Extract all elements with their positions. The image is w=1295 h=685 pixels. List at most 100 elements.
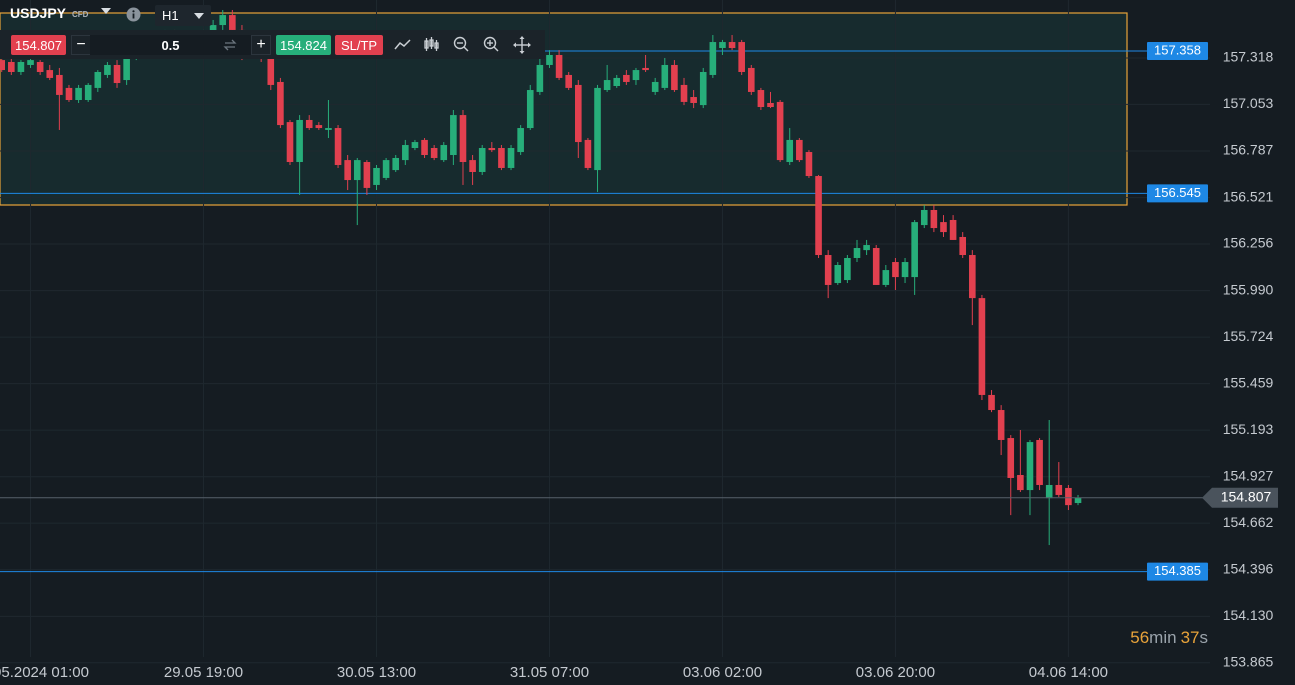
candle-body [113,64,121,84]
candle-body [690,97,697,103]
volume: 0.5 [161,37,180,53]
candle-body [344,160,351,181]
candle-body [392,157,400,171]
candle-body [546,54,553,65]
y-tick-label: 155.459 [1223,374,1274,390]
x-tick-label: 03.06 02:00 [683,664,762,681]
candle-body [969,255,976,299]
x-tick-label: 29.05.2024 01:00 [0,664,89,681]
y-tick-label: 154.927 [1223,467,1274,483]
candle-body [363,162,371,188]
volume-plus[interactable]: + [251,35,271,55]
sell-button[interactable]: 154.807 [11,35,66,55]
candle-body [584,139,592,168]
symbol-dropdown[interactable] [101,8,111,14]
candle-body [459,115,467,163]
line-chart-tool[interactable] [394,39,411,50]
candle-body [94,71,102,88]
zoom-in-tool[interactable] [483,36,499,52]
candle-body [997,410,1005,440]
candle-body [680,84,688,102]
candle-body [623,74,630,82]
candle-body [507,147,515,168]
candle-body [65,87,73,101]
candle-body [959,236,967,256]
last-price-tag [1202,487,1278,508]
candle-body [671,64,678,91]
sltp-button[interactable]: SL/TP [335,35,383,55]
candle-body [411,142,419,148]
candle-body [747,67,755,92]
timeframe-arrow [194,13,204,19]
candle-body [853,248,861,258]
candle-body [526,90,534,129]
candle-body [498,147,505,168]
price-line-tag [1147,184,1208,203]
info-icon[interactable] [126,7,141,22]
candle-body [776,101,784,161]
candle-body [661,64,669,88]
volume-swap-icon[interactable] [223,39,237,51]
candle-body [334,128,342,165]
candle-body [594,87,601,171]
candle-body [920,210,928,226]
candle-body [767,102,774,108]
candle-body [565,74,572,88]
candle-body [949,219,957,240]
candle-body [882,270,890,285]
volume-input[interactable]: 0.5 [90,35,251,55]
symbol-type: CFD [72,9,89,19]
y-tick-label: 156.787 [1223,142,1274,158]
candle-body [430,147,438,158]
candle-body [123,57,130,81]
x-tick-label: 03.06 20:00 [856,664,935,681]
y-tick-label: 156.521 [1223,188,1274,204]
candle-body [84,84,92,101]
candle-body [815,176,822,256]
candle-body [728,42,736,48]
candle-body [488,147,496,151]
y-tick-label: 154.662 [1223,514,1274,530]
candle-body [632,70,640,81]
price-line-label: 156.545 [1154,185,1201,200]
y-tick-label: 157.053 [1223,95,1274,111]
last-price-label: 154.807 [1221,488,1272,504]
candle-chart-tool[interactable] [424,37,439,51]
timer-minutes-unit: min [1149,628,1176,647]
candle-body [719,42,726,48]
buy-button[interactable]: 154.824 [276,35,331,55]
candle-body [603,80,611,91]
candle-body [469,160,476,172]
candle-body [46,70,54,78]
price-line-label: 157.358 [1154,42,1201,57]
candle-body [863,245,870,251]
candle-body [988,394,995,411]
candle-body [1065,487,1072,506]
timeframe: H1 [162,8,179,23]
timeframe-select[interactable]: H1 [155,5,211,26]
timer-seconds: 37 [1181,628,1200,647]
volume-minus[interactable]: − [71,35,91,55]
candle-body [219,15,227,26]
chart-tools [394,36,531,54]
symbol[interactable]: USDJPY [10,5,67,21]
candle-body [901,262,909,278]
y-tick-label: 157.318 [1223,49,1274,65]
candle-body [824,255,832,285]
candle-body [277,81,284,126]
candle-body [8,62,15,72]
candle-body [27,60,34,65]
candle-body [402,145,409,161]
timer-minutes: 56 [1130,628,1149,647]
pan-tool[interactable] [513,36,531,54]
candle-body [104,64,111,75]
candle-body [450,115,457,156]
price-line-tag [1147,41,1208,60]
zoom-out-tool[interactable] [453,36,469,52]
candle-body [1017,474,1024,491]
candle-body [1026,442,1034,491]
candle-body [305,119,313,129]
candle-body [440,145,448,161]
